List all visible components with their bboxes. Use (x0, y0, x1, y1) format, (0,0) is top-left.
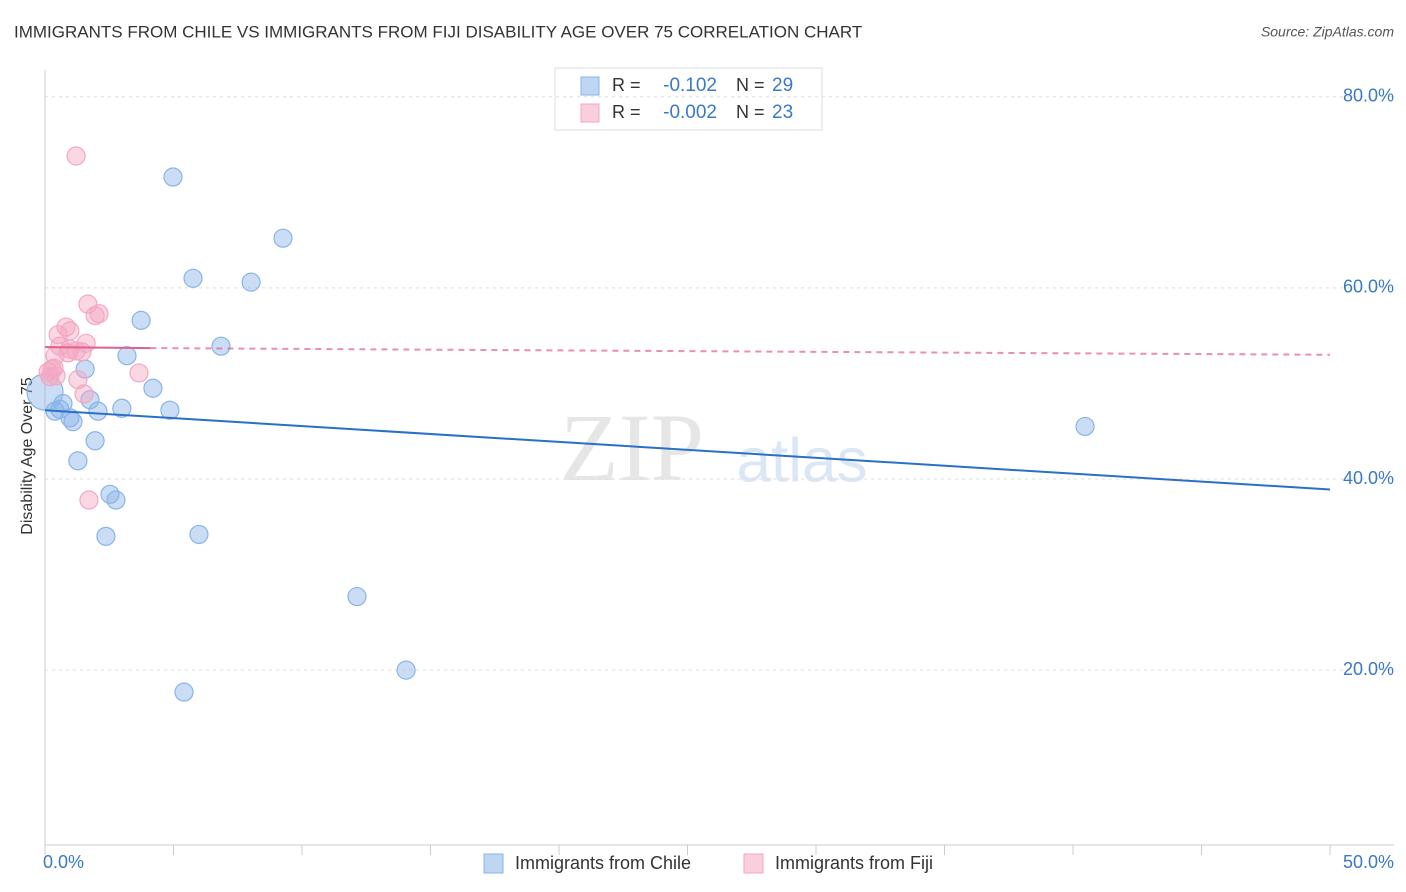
y-tick-label: 20.0% (1343, 659, 1394, 679)
x-tick-label: 50.0% (1343, 852, 1394, 872)
point (183, 268, 203, 288)
legend-entry: Immigrants from Fiji (775, 853, 933, 873)
point (80, 390, 100, 410)
point (46, 366, 66, 386)
point (273, 228, 293, 248)
point (106, 490, 126, 510)
point (78, 294, 98, 314)
point (129, 363, 149, 383)
chart-title: IMMIGRANTS FROM CHILE VS IMMIGRANTS FROM… (14, 22, 862, 41)
x-tick-label: 0.0% (43, 852, 84, 872)
legend-label: R = (612, 75, 641, 95)
point (189, 524, 209, 545)
point (96, 526, 116, 546)
legend-swatch (743, 853, 764, 874)
legend-label: N = (736, 75, 765, 95)
point (117, 346, 137, 366)
point (163, 167, 183, 187)
trend-line (44, 346, 151, 350)
point (211, 336, 231, 356)
point (1075, 416, 1095, 437)
legend-value: 29 (772, 75, 793, 96)
point (347, 586, 367, 607)
legend-label: N = (736, 102, 765, 122)
legend-swatch (483, 853, 504, 874)
legend-swatch (580, 76, 600, 96)
legend-value: -0.002 (663, 102, 717, 123)
point (100, 484, 120, 504)
y-tick-label: 60.0% (1343, 277, 1394, 297)
point (56, 317, 76, 337)
watermark: atlas (737, 426, 868, 495)
y-tick-label: 80.0% (1343, 86, 1394, 106)
legend-label: R = (612, 102, 641, 122)
point (74, 384, 94, 404)
y-tick-label: 40.0% (1343, 468, 1394, 488)
point (53, 393, 73, 414)
point (85, 431, 105, 451)
point (68, 451, 88, 471)
point (174, 682, 194, 702)
trend-line (44, 409, 1331, 491)
point (241, 272, 261, 292)
legend-entry: Immigrants from Chile (515, 853, 691, 873)
point (68, 370, 88, 390)
point (88, 401, 108, 421)
legend-value: -0.102 (663, 75, 717, 96)
point (160, 400, 180, 420)
point (63, 412, 83, 432)
trend-line (150, 347, 1331, 356)
point (85, 305, 105, 326)
point (143, 378, 163, 398)
point (112, 398, 132, 418)
legend-swatch (580, 103, 600, 123)
source: Source: ZipAtlas.com (1261, 24, 1394, 40)
point (40, 367, 60, 387)
point (66, 146, 86, 166)
point (79, 490, 99, 510)
point (396, 660, 416, 680)
legend-value: 23 (772, 102, 793, 123)
y-axis-label: Disability Age Over 75 (19, 377, 36, 535)
point (131, 310, 151, 330)
watermark: ZIP (560, 394, 704, 501)
